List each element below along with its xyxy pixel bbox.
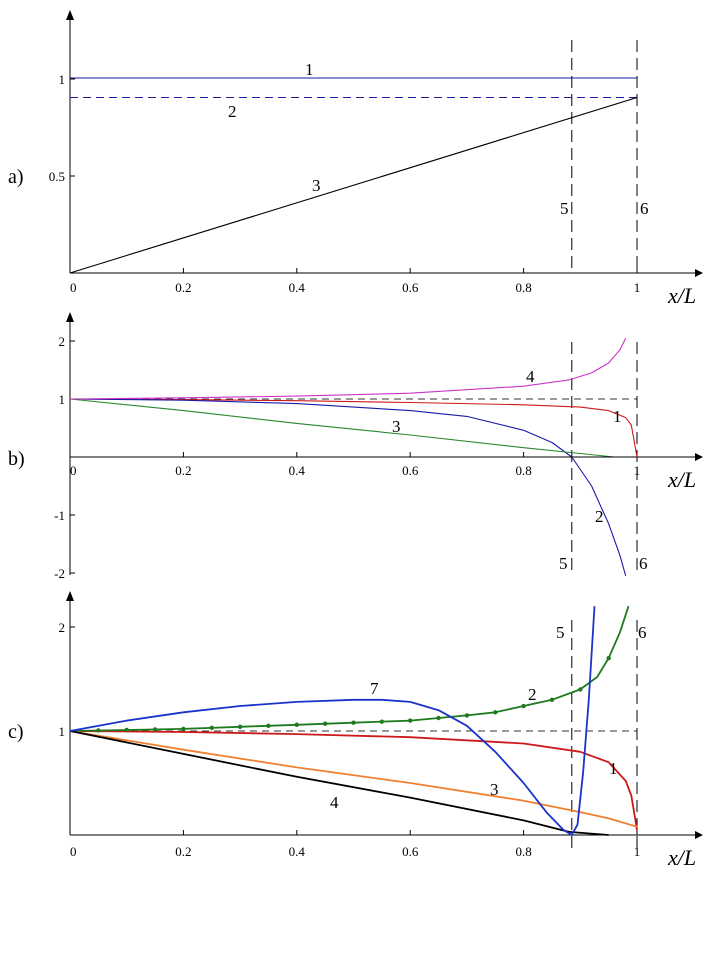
x-tick-label: 0 — [70, 844, 77, 859]
series-line-1 — [69, 398, 638, 458]
series-label-4: 4 — [330, 793, 339, 812]
x-tick-label: 0.6 — [402, 280, 419, 295]
x-tick-label: 0.6 — [402, 844, 419, 859]
series-marker — [521, 703, 526, 709]
series-label-3: 3 — [392, 417, 401, 436]
y-tick-label: 1 — [59, 392, 66, 407]
series-marker — [237, 724, 243, 730]
y-tick-label: 2 — [59, 334, 66, 349]
y-axis-arrow — [66, 312, 74, 322]
x-axis-arrow — [695, 453, 703, 461]
series-marker — [294, 722, 299, 727]
x-tick-label: 0.8 — [515, 280, 531, 295]
x-tick-label: 1 — [634, 844, 641, 859]
vline-label-5: 5 — [556, 623, 565, 642]
series-label-7: 7 — [370, 679, 379, 698]
series-label-1: 1 — [613, 407, 622, 426]
panel-label: c) — [8, 721, 24, 743]
panel-label: a) — [8, 166, 24, 188]
series-line-3 — [69, 730, 638, 828]
x-tick-label: 0 — [70, 463, 77, 478]
vline-label-5: 5 — [560, 199, 569, 218]
x-tick-label: 0.8 — [515, 844, 531, 859]
y-axis-arrow — [66, 10, 74, 20]
x-tick-label: 0.2 — [175, 844, 191, 859]
series-line-4 — [69, 730, 609, 836]
x-tick-label: 1 — [634, 280, 641, 295]
vline-label-6: 6 — [640, 199, 649, 218]
series-marker — [152, 727, 158, 732]
y-tick-label: 0.5 — [49, 169, 65, 184]
series-label-1: 1 — [609, 759, 618, 778]
series-line-7 — [69, 606, 596, 836]
series-label-3: 3 — [312, 176, 321, 195]
panel-label: b) — [8, 448, 25, 470]
x-axis-arrow — [695, 269, 703, 277]
series-line-4 — [69, 337, 627, 400]
series-marker — [322, 721, 328, 726]
y-tick-label: -1 — [54, 508, 65, 523]
series-marker — [578, 687, 583, 692]
x-tick-label: 0.4 — [289, 280, 306, 295]
x-axis-title: x/L — [667, 467, 696, 492]
y-axis-arrow — [66, 591, 74, 601]
series-marker — [408, 718, 413, 723]
y-tick-label: 2 — [59, 620, 66, 635]
y-tick-label: 1 — [59, 724, 66, 739]
vline-label-5: 5 — [559, 554, 568, 573]
x-tick-label: 0.4 — [289, 844, 306, 859]
vline-label-6: 6 — [638, 623, 647, 642]
x-tick-label: 0.2 — [175, 280, 191, 295]
series-line-2 — [69, 398, 627, 577]
series-marker — [464, 713, 470, 718]
series-line-3 — [69, 96, 638, 274]
panel-3: 0 0.2 0.4 0.6 0.8 1 1 2 5 6 1 2 3 4 7 c) x/L — [8, 591, 703, 870]
series-label-1: 1 — [305, 60, 314, 79]
series-label-2: 2 — [228, 102, 237, 121]
series-marker — [96, 728, 101, 733]
series-marker — [436, 715, 441, 721]
series-marker — [209, 725, 214, 731]
series-line-2 — [69, 605, 630, 732]
series-label-2: 2 — [595, 507, 604, 526]
series-label-4: 4 — [526, 367, 535, 386]
series-marker — [549, 697, 555, 702]
x-tick-label: 0.8 — [515, 463, 531, 478]
series-marker — [266, 723, 271, 728]
series-line-3 — [69, 398, 615, 458]
y-tick-label: 1 — [59, 72, 66, 87]
x-axis-arrow — [695, 831, 703, 839]
x-tick-label: 0.4 — [289, 463, 306, 478]
series-marker — [181, 726, 186, 732]
vline-label-6: 6 — [639, 554, 648, 573]
y-tick-label: -2 — [54, 566, 65, 581]
series-line-1 — [69, 730, 638, 830]
x-tick-label: 0.6 — [402, 463, 419, 478]
x-axis-title: x/L — [667, 845, 696, 870]
series-marker — [493, 710, 498, 715]
x-axis-title: x/L — [667, 283, 696, 308]
series-marker — [606, 656, 611, 661]
series-label-3: 3 — [490, 780, 499, 799]
series-marker — [351, 720, 356, 725]
panel-1: 0 0.2 0.4 0.6 0.8 1 0.5 1 5 6 1 2 3 a) x/L — [8, 10, 703, 308]
x-tick-label: 0 — [70, 280, 77, 295]
x-tick-label: 0.2 — [175, 463, 191, 478]
series-label-2: 2 — [528, 685, 537, 704]
series-marker — [124, 727, 129, 733]
series-marker — [379, 719, 385, 724]
